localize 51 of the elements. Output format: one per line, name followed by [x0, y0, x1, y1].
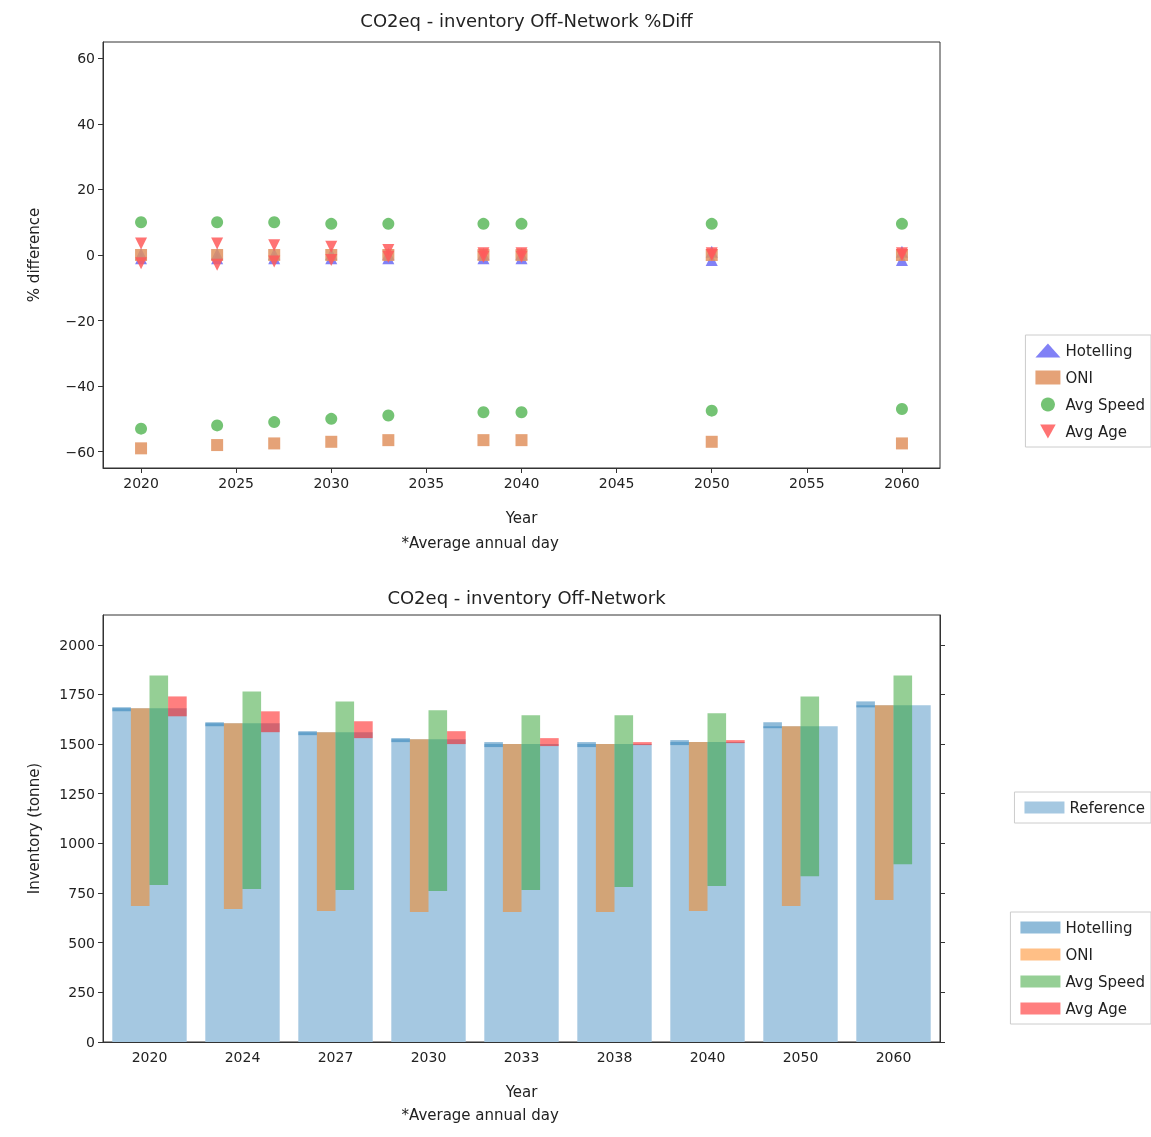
- y-tick-label: 0: [86, 1034, 95, 1050]
- chart-title: CO2eq - inventory Off-Network %Diff: [360, 9, 694, 31]
- x-tick-label: 2050: [693, 475, 730, 491]
- x-tick-label: 2050: [782, 1049, 819, 1065]
- x-axis-title: Year: [504, 1082, 539, 1101]
- x-tick-label: 2020: [131, 1049, 168, 1065]
- x-axis-title: Year: [504, 508, 539, 527]
- text: *Average annual day: [401, 533, 559, 552]
- legend-label: ONI: [1065, 368, 1093, 387]
- y-tick-label: −60: [65, 443, 95, 460]
- x-tick-label: 2027: [317, 1049, 354, 1065]
- y-tick-label: 500: [68, 934, 95, 951]
- x-tick-label: 2035: [408, 475, 445, 491]
- x-tick-label: 2020: [123, 475, 159, 491]
- y-tick-label: −20: [65, 312, 95, 329]
- x-tick-label: 2025: [218, 475, 254, 491]
- y-tick-label: 20: [77, 181, 95, 198]
- x-tick-label: 2055: [789, 475, 825, 491]
- x-tick-label: 2024: [224, 1049, 261, 1065]
- legend-label: ONI: [1065, 945, 1093, 964]
- legend-label: Avg Age: [1065, 422, 1127, 441]
- legend-label: Avg Speed: [1065, 395, 1146, 414]
- legend-label: Avg Speed: [1065, 972, 1146, 991]
- y-tick-label: 40: [77, 115, 95, 132]
- text: *Average annual day: [401, 1105, 559, 1124]
- x-tick-label: 2030: [313, 475, 350, 491]
- x-tick-label: 2060: [884, 475, 920, 491]
- legend-label: Hotelling: [1065, 341, 1133, 360]
- y-axis-title: Inventory (tonne): [24, 762, 43, 895]
- y-tick-label: 250: [68, 984, 95, 1001]
- y-tick-label: 2000: [59, 636, 95, 653]
- x-tick-label: 2045: [598, 475, 635, 491]
- legend-label: Reference: [1069, 798, 1146, 817]
- x-tick-label: 2033: [503, 1049, 540, 1065]
- x-tick-label: 2040: [503, 475, 540, 491]
- x-tick-label: 2030: [410, 1049, 447, 1065]
- x-tick-label: 2040: [689, 1049, 726, 1065]
- y-tick-label: 1500: [59, 736, 95, 753]
- y-tick-label: 1250: [59, 785, 95, 802]
- y-tick-label: −40: [65, 378, 95, 395]
- y-tick-label: 1000: [59, 835, 95, 852]
- y-tick-label: 1750: [59, 686, 95, 703]
- y-tick-label: 60: [77, 50, 95, 67]
- x-tick-label: 2038: [596, 1049, 633, 1065]
- y-tick-label: 750: [68, 885, 95, 902]
- chart-title: CO2eq - inventory Off-Network: [387, 586, 667, 608]
- x-tick-label: 2060: [875, 1049, 912, 1065]
- y-tick-label: 0: [86, 247, 95, 263]
- legend-label: Hotelling: [1065, 918, 1133, 937]
- legend-label: Avg Age: [1065, 999, 1127, 1018]
- y-axis-title: % difference: [24, 207, 43, 303]
